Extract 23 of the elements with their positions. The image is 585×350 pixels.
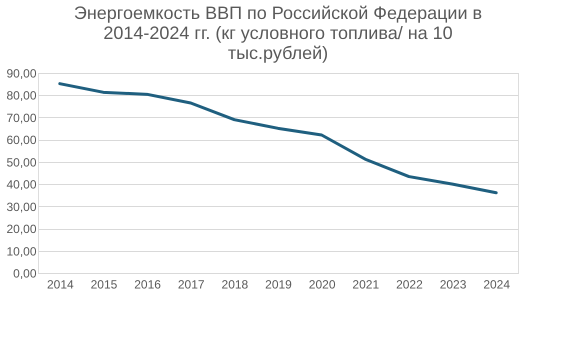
x-tick-label: 2021 [352, 278, 380, 292]
x-tick-label: 2015 [90, 278, 118, 292]
x-tick-label: 2014 [46, 278, 74, 292]
y-tick-label: 20,00 [6, 222, 37, 236]
y-tick-label: 40,00 [6, 178, 37, 192]
x-tick-label: 2023 [440, 278, 467, 292]
x-tick-label: 2018 [222, 278, 249, 292]
x-tick-label: 2017 [178, 278, 205, 292]
y-tick-label: 10,00 [6, 244, 37, 258]
y-tick-label: 50,00 [6, 155, 37, 170]
y-tick-label: 90,00 [6, 66, 37, 80]
x-tick-label: 2022 [396, 278, 424, 292]
y-tick-label: 80,00 [6, 88, 37, 103]
x-tick-label: 2016 [134, 278, 162, 292]
y-tick-label: 30,00 [6, 200, 37, 214]
y-tick-label: 70,00 [6, 110, 37, 125]
y-tick-label: 0,00 [13, 266, 37, 280]
x-tick-label: 2019 [265, 278, 292, 292]
x-tick-label: 2020 [308, 278, 336, 292]
line-series [58, 82, 498, 194]
x-tick-label: 2024 [483, 278, 510, 292]
y-tick-label: 60,00 [6, 133, 37, 148]
chart-title: Энергоемкость ВВП по Российской Федерации в 2014-2024 гг. (кг условного топлива/ на 10 тыс.рублей) [74, 3, 482, 63]
